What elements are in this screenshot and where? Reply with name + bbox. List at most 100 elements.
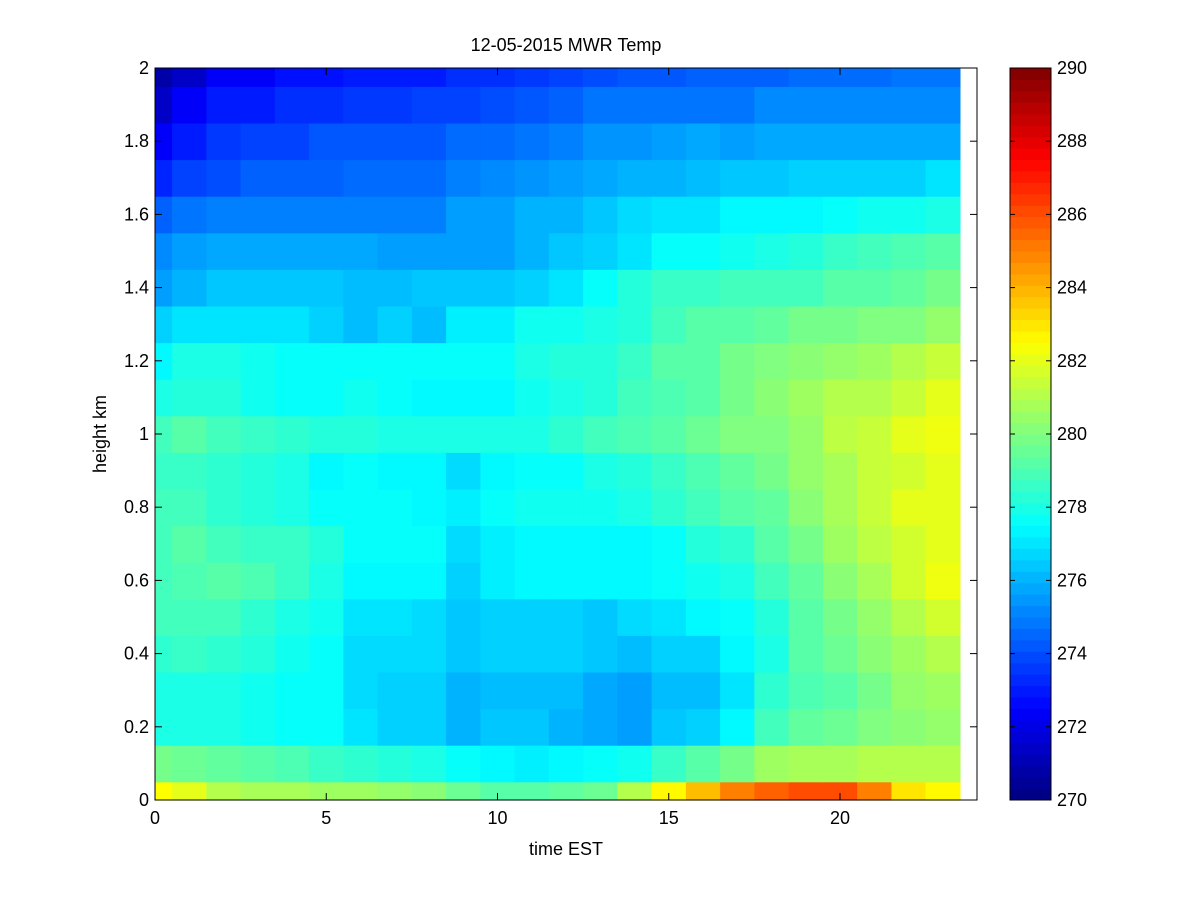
heatmap-cell (925, 598, 961, 636)
heatmap-cell (617, 525, 653, 563)
colorbar-segment (1010, 628, 1051, 641)
heatmap-cell (685, 781, 721, 801)
heatmap-cell (411, 122, 447, 161)
heatmap-cell (411, 781, 447, 801)
heatmap-cell (754, 745, 790, 783)
colorbar-segment (1010, 502, 1051, 515)
y-tick-label: 1.8 (124, 131, 149, 151)
heatmap-cell (240, 745, 276, 783)
colorbar-segment (1010, 514, 1051, 526)
heatmap-cell (172, 598, 207, 636)
heatmap-cell (514, 635, 550, 673)
heatmap-cell (377, 379, 413, 417)
heatmap-cell (514, 68, 550, 87)
x-tick-label: 15 (659, 808, 679, 828)
heatmap-cell (891, 452, 927, 490)
heatmap-cell (685, 122, 721, 161)
colorbar-segment (1010, 331, 1051, 343)
heatmap-cell (857, 708, 892, 746)
heatmap-cell (651, 708, 687, 746)
heatmap-cell (240, 232, 276, 270)
colorbar-tick-label: 270 (1057, 790, 1087, 810)
heatmap-cell (754, 68, 790, 87)
heatmap-cell (720, 452, 755, 490)
heatmap-cell (480, 269, 516, 307)
heatmap-cell (720, 379, 755, 417)
heatmap-cell (343, 488, 379, 527)
heatmap-cell (822, 562, 858, 600)
heatmap-cell (514, 488, 550, 527)
heatmap-cell (377, 415, 413, 453)
heatmap-cell (480, 745, 516, 783)
heatmap-cell (411, 488, 447, 527)
heatmap-cell (155, 415, 173, 453)
heatmap-cell (617, 781, 653, 801)
heatmap-cell (583, 781, 618, 801)
heatmap-cell (274, 415, 310, 453)
heatmap-cell (206, 196, 242, 234)
heatmap-cell (172, 488, 207, 527)
heatmap-cell (822, 342, 858, 380)
heatmap-cell (822, 671, 858, 710)
heatmap-cell (617, 671, 653, 710)
heatmap-cell (206, 671, 242, 710)
heatmap-cell (446, 379, 481, 417)
colorbar-segment (1010, 582, 1051, 595)
heatmap-cell (155, 379, 173, 417)
heatmap-cell (309, 525, 344, 563)
heatmap-cell (583, 122, 618, 161)
heatmap-cell (754, 342, 790, 380)
heatmap-cell (685, 379, 721, 417)
colorbar-segment (1010, 765, 1051, 778)
heatmap-cell (274, 232, 310, 270)
heatmap-cell (514, 122, 550, 161)
heatmap-cell (583, 379, 618, 417)
heatmap-cell (720, 671, 755, 710)
heatmap-cell (788, 305, 824, 344)
colorbar-segment (1010, 285, 1051, 298)
heatmap-cell (788, 488, 824, 527)
heatmap-cell (155, 781, 173, 801)
heatmap-cell (155, 452, 173, 490)
colorbar-segment (1010, 411, 1051, 424)
heatmap-cell (480, 562, 516, 600)
heatmap-cell (583, 232, 618, 270)
heatmap-cell (480, 488, 516, 527)
heatmap-cell (514, 305, 550, 344)
heatmap-cell (754, 269, 790, 307)
heatmap-cell (514, 415, 550, 453)
heatmap-cell (309, 196, 344, 234)
heatmap-cell (411, 708, 447, 746)
heatmap-cell (343, 269, 379, 307)
heatmap-cell (309, 68, 344, 87)
colorbar-segment (1010, 148, 1051, 160)
heatmap-cell (446, 269, 481, 307)
colorbar-segment (1010, 468, 1051, 481)
heatmap-cell (857, 598, 892, 636)
heatmap-cell (617, 635, 653, 673)
heatmap-cell (446, 232, 481, 270)
heatmap-cell (925, 86, 961, 124)
colorbar-segment (1010, 754, 1051, 767)
colorbar-segment (1010, 731, 1051, 744)
heatmap-cell (925, 68, 961, 87)
heatmap-cell (822, 305, 858, 344)
heatmap-cell (514, 781, 550, 801)
heatmap-cell (309, 745, 344, 783)
heatmap-cell (172, 635, 207, 673)
heatmap-cell (891, 342, 927, 380)
heatmap-cell (240, 525, 276, 563)
heatmap-cell (651, 68, 687, 87)
heatmap-cell (206, 488, 242, 527)
chart-title: 12-05-2015 MWR Temp (471, 35, 662, 55)
heatmap-cell (720, 232, 755, 270)
heatmap-cell (857, 525, 892, 563)
heatmap-cell (685, 68, 721, 87)
heatmap-cell (925, 122, 961, 161)
heatmap-cell (891, 598, 927, 636)
heatmap-cell (411, 598, 447, 636)
heatmap-cell (685, 488, 721, 527)
heatmap-cell (925, 305, 961, 344)
heatmap-cell (548, 159, 584, 197)
heatmap-cell (309, 305, 344, 344)
